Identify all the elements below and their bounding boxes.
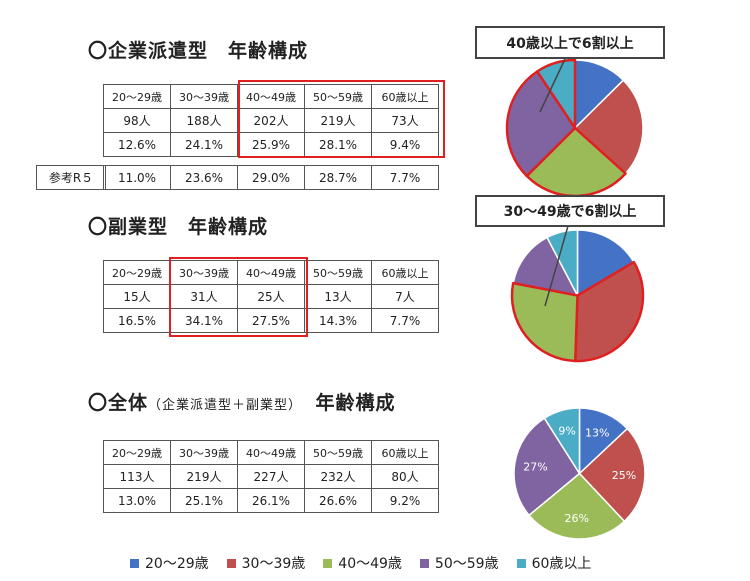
s3-header-40s: 40～49歳 — [237, 440, 305, 465]
section3-title-main: 〇全体 — [88, 392, 149, 414]
s2-header-50s: 50～59歳 — [304, 260, 372, 285]
pie-chart-corporate — [505, 58, 644, 198]
legend-swatch-50s — [419, 558, 429, 568]
s1-ref-60s: 7.7% — [371, 165, 439, 190]
legend-swatch-60s — [516, 558, 526, 568]
pie2-slice-30s — [578, 427, 646, 522]
s2-percent-50s: 14.3% — [304, 308, 372, 333]
pie1-slice-20s — [576, 229, 635, 297]
s3-header-60s: 60歳以上 — [371, 440, 439, 465]
s3-percent-40s: 26.1% — [237, 488, 305, 513]
pie2-slice-60s — [543, 407, 581, 475]
s3-percent-50s: 26.6% — [304, 488, 372, 513]
pie2-label-60s: 9% — [558, 425, 575, 438]
section1-title: 〇企業派遣型 年齢構成 — [88, 40, 309, 62]
legend-item-60s: 60歳以上 — [516, 553, 592, 573]
section2-table: 20～29歳 30～39歳 40～49歳 50～59歳 60歳以上 15人 31… — [103, 260, 439, 333]
s1-ref-50s: 28.7% — [304, 165, 372, 190]
legend-item-30s: 30～39歳 — [226, 553, 306, 573]
legend-label-20s: 20～29歳 — [145, 556, 209, 572]
s3-count-60s: 80人 — [371, 464, 439, 489]
legend-label-40s: 40～49歳 — [338, 556, 402, 572]
pie1-slice-40s — [510, 281, 579, 363]
pie0-slice-60s — [535, 58, 577, 130]
pie1-slice-60s — [546, 229, 579, 297]
s3-count-20s: 113人 — [103, 464, 171, 489]
s2-percent-60s: 7.7% — [371, 308, 439, 333]
s2-count-60s: 7人 — [371, 284, 439, 309]
s3-header-30s: 30～39歳 — [170, 440, 238, 465]
pie1-slice-30s — [573, 260, 645, 363]
s1-ref-20s: 11.0% — [103, 165, 171, 190]
pie0-slice-30s — [574, 79, 644, 175]
legend-swatch-20s — [130, 558, 139, 568]
s3-header-50s: 50～59歳 — [304, 440, 372, 465]
section2-title: 〇副業型 年齢構成 — [88, 216, 269, 238]
legend-label-60s: 60歳以上 — [531, 556, 592, 572]
callout-40plus: 40歳以上で6割以上 — [475, 26, 665, 59]
pie-chart-overall: 13% 25% 26% 27% 9% — [513, 407, 646, 540]
callout1-pointer — [539, 58, 566, 113]
callout-30-49: 30～49歳で6割以上 — [475, 195, 665, 227]
s1-count-60s: 73人 — [371, 108, 439, 133]
pie2-slice-40s — [528, 472, 626, 540]
s2-percent-20s: 16.5% — [103, 308, 171, 333]
s3-percent-60s: 9.2% — [371, 488, 439, 513]
legend-item-20s: 20～29歳 — [130, 553, 209, 573]
s1-header-40s: 40～49歳 — [237, 84, 305, 109]
s2-count-40s: 25人 — [237, 284, 305, 309]
s1-header-20s: 20～29歳 — [103, 84, 171, 109]
legend-item-40s: 40～49歳 — [323, 553, 402, 573]
section3-title: 〇全体（企業派遣型＋副業型） 年齢構成 — [88, 388, 396, 415]
section3-title-suffix: 年齢構成 — [315, 392, 396, 414]
pie0-slice-50s — [505, 70, 577, 178]
s1-ref-40s: 29.0% — [237, 165, 305, 190]
s1-count-30s: 188人 — [170, 108, 238, 133]
s3-percent-20s: 13.0% — [103, 488, 171, 513]
s1-header-30s: 30～39歳 — [170, 84, 238, 109]
legend-item-50s: 50～59歳 — [419, 553, 499, 573]
s2-percent-40s: 27.5% — [237, 308, 305, 333]
s1-percent-20s: 12.6% — [103, 132, 171, 157]
legend-label-30s: 30～39歳 — [241, 556, 306, 572]
legend-swatch-30s — [226, 558, 236, 568]
pie2-label-20s: 13% — [585, 427, 609, 440]
s1-reference-table: 11.0% 23.6% 29.0% 28.7% 7.7% — [103, 165, 439, 190]
pie2-label-50s: 27% — [523, 461, 547, 474]
s1-percent-30s: 24.1% — [170, 132, 238, 157]
s1-ref-30s: 23.6% — [170, 165, 238, 190]
s1-percent-50s: 28.1% — [304, 132, 372, 157]
legend: 20～29歳 30～39歳 40～49歳 50～59歳 60歳以上 — [130, 553, 591, 573]
s2-header-20s: 20～29歳 — [103, 260, 171, 285]
pie-chart-side-job — [510, 229, 645, 363]
s3-percent-30s: 25.1% — [170, 488, 238, 513]
callout2-pointer — [544, 225, 569, 307]
pie2-label-40s: 26% — [564, 512, 588, 525]
legend-swatch-40s — [323, 558, 333, 568]
s1-header-50s: 50～59歳 — [304, 84, 372, 109]
s3-count-40s: 227人 — [237, 464, 305, 489]
pie2-label-30s: 25% — [612, 469, 636, 482]
section3-subtitle: （企業派遣型＋副業型） — [148, 398, 296, 413]
section3-table: 20～29歳 30～39歳 40～49歳 50～59歳 60歳以上 113人 2… — [103, 440, 439, 513]
pie2-slice-50s — [513, 417, 581, 517]
legend-label-50s: 50～59歳 — [434, 556, 499, 572]
s2-percent-30s: 34.1% — [170, 308, 238, 333]
